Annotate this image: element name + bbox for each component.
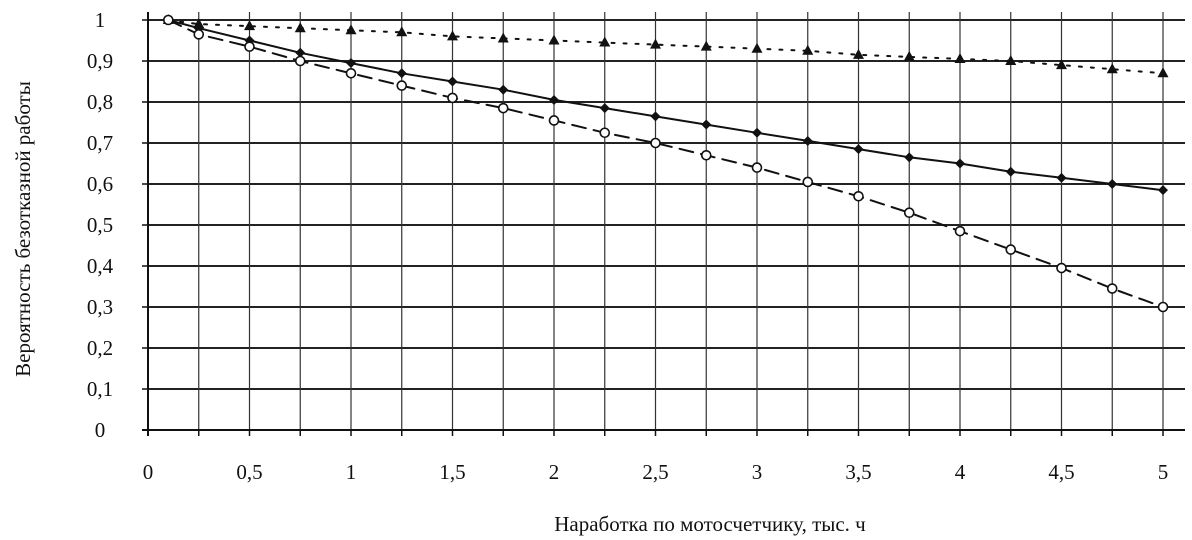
data-point-circle — [853, 191, 864, 202]
data-point-diamond — [904, 152, 915, 163]
data-point-diamond — [498, 84, 509, 95]
data-point-diamond — [853, 144, 864, 155]
data-point-triangle — [954, 52, 966, 63]
x-tick-label: 4 — [955, 460, 966, 484]
data-point-triangle — [1056, 59, 1067, 70]
data-point-diamond — [802, 135, 813, 146]
data-point-circle — [548, 115, 560, 126]
data-point-triangle — [396, 26, 408, 37]
data-point-circle — [1157, 301, 1169, 313]
data-point-diamond — [599, 103, 610, 114]
data-point-triangle — [345, 24, 357, 35]
y-tick-label: 0 — [95, 418, 106, 442]
x-axis-label: Наработка по мотосчетчику, тыс. ч — [554, 512, 866, 536]
data-point-triangle — [903, 50, 915, 61]
data-point-circle — [497, 102, 509, 114]
data-point-triangle — [751, 42, 763, 53]
x-tick-label: 3,5 — [845, 460, 871, 484]
data-point-circle — [700, 150, 712, 161]
data-point-diamond — [1158, 185, 1168, 196]
y-tick-label: 1 — [95, 8, 106, 32]
chart-axes — [142, 12, 1185, 436]
series-dashed — [163, 14, 1169, 313]
data-point-diamond — [1056, 172, 1067, 183]
data-point-triangle — [1157, 67, 1169, 78]
y-tick-label: 0,6 — [87, 172, 113, 196]
data-point-triangle — [650, 38, 661, 49]
x-tick-label: 2,5 — [642, 460, 668, 484]
data-point-triangle — [497, 32, 509, 43]
series-dotted — [162, 14, 1169, 78]
data-point-diamond — [447, 76, 458, 87]
data-point-circle — [1106, 283, 1118, 294]
data-point-diamond — [1107, 179, 1118, 189]
y-tick-label: 0,3 — [87, 295, 113, 319]
data-point-circle — [903, 207, 915, 218]
data-point-diamond — [346, 58, 356, 69]
data-point-circle — [244, 41, 255, 52]
data-point-triangle — [193, 18, 205, 29]
data-point-circle — [650, 137, 661, 149]
data-point-circle — [954, 225, 966, 237]
y-tick-label: 0,5 — [87, 213, 113, 237]
y-tick-label: 0,1 — [87, 377, 113, 401]
y-tick-label: 0,7 — [87, 131, 113, 155]
data-point-circle — [751, 162, 763, 173]
data-point-circle — [345, 68, 357, 79]
x-tick-label: 1,5 — [439, 460, 465, 484]
data-point-diamond — [1005, 166, 1016, 177]
data-point-diamond — [396, 68, 407, 79]
data-point-triangle — [244, 20, 255, 31]
x-tick-label: 2 — [549, 460, 560, 484]
data-point-diamond — [955, 158, 965, 169]
data-point-circle — [294, 55, 306, 67]
data-point-triangle — [548, 34, 560, 45]
data-point-diamond — [295, 47, 306, 58]
x-tick-label: 0 — [143, 460, 154, 484]
data-point-circle — [802, 176, 814, 188]
y-tick-label: 0,2 — [87, 336, 113, 360]
x-tick-label: 5 — [1158, 460, 1169, 484]
data-point-triangle — [802, 44, 814, 55]
data-point-diamond — [650, 111, 661, 122]
data-point-circle — [599, 127, 611, 139]
chart-series — [162, 14, 1169, 313]
data-point-triangle — [1005, 55, 1017, 65]
x-tick-label: 1 — [346, 460, 357, 484]
x-tick-label: 4,5 — [1048, 460, 1074, 484]
series-solid — [163, 15, 1168, 196]
chart-tick-labels: 0 0,1 0,2 0,3 0,4 0,5 0,6 0,7 0,8 0,9 1 0 0,5 1 1,5 2 2,… — [87, 8, 1168, 484]
data-point-triangle — [700, 40, 712, 51]
data-point-triangle — [447, 30, 458, 41]
y-tick-label: 0,4 — [87, 254, 114, 278]
data-point-circle — [193, 29, 205, 40]
data-point-triangle — [1106, 63, 1118, 74]
data-point-circle — [447, 92, 458, 104]
data-point-circle — [163, 14, 174, 26]
data-point-circle — [396, 80, 408, 91]
x-tick-label: 0,5 — [236, 460, 262, 484]
y-tick-label: 0,9 — [87, 49, 113, 73]
data-point-triangle — [294, 22, 306, 33]
data-point-circle — [1056, 262, 1067, 274]
data-point-triangle — [853, 48, 864, 59]
x-tick-label: 3 — [752, 460, 763, 484]
data-point-diamond — [752, 127, 762, 138]
chart-grid — [148, 12, 1185, 430]
series-line — [167, 19, 1164, 308]
data-point-diamond — [549, 94, 559, 105]
data-point-triangle — [599, 36, 611, 47]
y-tick-label: 0,8 — [87, 90, 113, 114]
series-line — [167, 19, 1164, 192]
data-point-circle — [1005, 244, 1017, 255]
data-point-diamond — [701, 119, 712, 130]
y-axis-label: Вероятность безотказной работы — [11, 81, 35, 377]
